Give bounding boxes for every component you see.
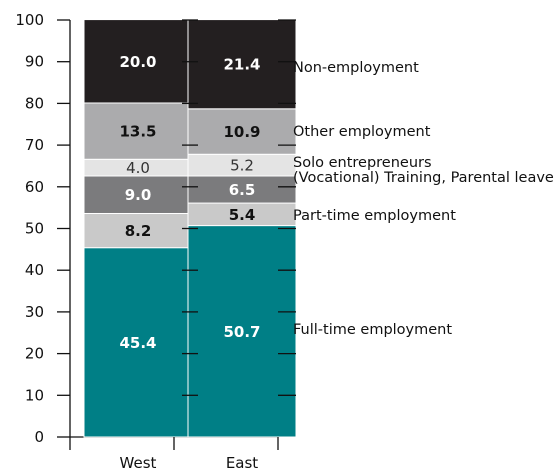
data-label: 9.0 bbox=[125, 186, 152, 204]
series-label: Other employment bbox=[293, 124, 431, 140]
series-label: Non-employment bbox=[293, 60, 419, 76]
bar-segment bbox=[187, 175, 297, 204]
bar-segment bbox=[187, 19, 297, 110]
data-label: 10.9 bbox=[223, 123, 260, 141]
y-tick-label: 50 bbox=[25, 220, 44, 238]
bar-segment bbox=[83, 102, 193, 160]
bar-segment bbox=[83, 212, 193, 249]
y-tick-label: 60 bbox=[25, 178, 44, 196]
data-label: 45.4 bbox=[119, 334, 156, 352]
bar-segment bbox=[83, 247, 193, 438]
data-label: 50.7 bbox=[223, 323, 260, 341]
data-label: 8.2 bbox=[125, 222, 152, 240]
y-tick-label: 80 bbox=[25, 94, 44, 112]
y-tick-label: 10 bbox=[25, 386, 44, 404]
x-tick-label: East bbox=[226, 454, 258, 472]
y-tick-label: 0 bbox=[34, 428, 44, 446]
bar-segment bbox=[83, 175, 193, 214]
y-tick-label: 70 bbox=[25, 136, 44, 154]
y-tick-label: 40 bbox=[25, 261, 44, 279]
y-tick-label: 100 bbox=[15, 11, 44, 29]
data-label: 5.2 bbox=[230, 157, 254, 175]
series-label: (Vocational) Training, Parental leave bbox=[293, 170, 554, 186]
data-label: 21.4 bbox=[223, 56, 260, 74]
bar-segment bbox=[83, 19, 193, 104]
bar-segment bbox=[187, 225, 297, 438]
series-label: Part-time employment bbox=[293, 208, 456, 224]
data-label: 4.0 bbox=[126, 159, 150, 177]
y-tick-label: 20 bbox=[25, 345, 44, 363]
y-tick-label: 30 bbox=[25, 303, 44, 321]
y-tick-label: 90 bbox=[25, 53, 44, 71]
x-tick-label: West bbox=[120, 454, 157, 472]
series-label: Full-time employment bbox=[293, 322, 452, 338]
data-label: 5.4 bbox=[229, 206, 256, 224]
series-label: Solo entrepreneurs bbox=[293, 155, 432, 171]
data-label: 20.0 bbox=[119, 53, 156, 71]
data-label: 6.5 bbox=[229, 181, 256, 199]
data-label: 13.5 bbox=[119, 123, 156, 141]
